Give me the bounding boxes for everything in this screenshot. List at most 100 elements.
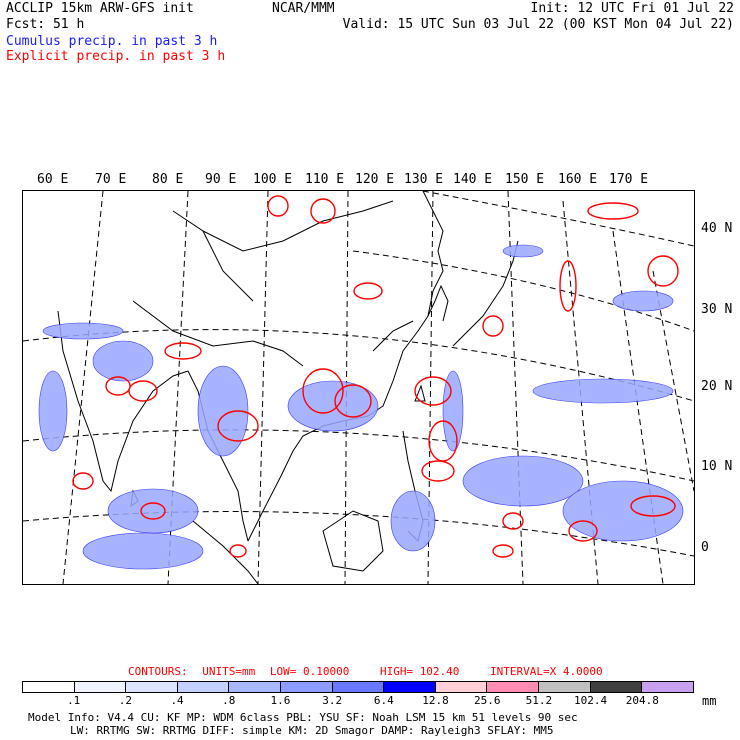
explicit-precip bbox=[72, 195, 679, 558]
colorbar-cell bbox=[435, 682, 488, 692]
meridian bbox=[344, 191, 349, 584]
borneo bbox=[322, 510, 384, 572]
cumulus-patch bbox=[562, 480, 684, 542]
colorbar-cell bbox=[177, 682, 230, 692]
border-2 bbox=[202, 200, 394, 252]
contour-interval: INTERVAL=X 4.0000 bbox=[490, 665, 603, 678]
meridian bbox=[427, 191, 434, 584]
lon-label: 90 E bbox=[205, 172, 237, 187]
colorbar-tick-label: .2 bbox=[118, 694, 132, 707]
lon-label: 120 E bbox=[355, 172, 395, 187]
parallel bbox=[352, 250, 694, 332]
colorbar-cell bbox=[23, 682, 75, 692]
cumulus-patch bbox=[92, 340, 154, 382]
colorbar-tick-label: 204.8 bbox=[625, 694, 659, 707]
explicit-cell bbox=[568, 520, 598, 542]
colorbar-cell bbox=[642, 682, 693, 692]
model-info-line1: Model Info: V4.4 CU: KF MP: WDM 6class P… bbox=[28, 711, 578, 724]
explicit-cell bbox=[310, 198, 336, 224]
colorbar-cell bbox=[384, 682, 436, 692]
explicit-cell bbox=[229, 544, 247, 558]
border-3 bbox=[172, 210, 254, 302]
explicit-cell bbox=[72, 472, 94, 490]
meridian bbox=[652, 270, 694, 492]
colorbar-cell bbox=[332, 682, 385, 692]
explicit-cell bbox=[630, 495, 676, 517]
forecast-hour: Fcst: 51 h bbox=[6, 17, 85, 32]
colorbar-unit: mm bbox=[702, 694, 717, 708]
lat-label: 0 bbox=[701, 540, 709, 555]
explicit-cell bbox=[334, 384, 372, 418]
explicit-cell bbox=[492, 544, 514, 558]
colorbar-tick-label: 51.2 bbox=[525, 694, 553, 707]
colorbar-tick-label: 3.2 bbox=[322, 694, 343, 707]
lat-label: 40 N bbox=[701, 221, 733, 236]
cumulus-patch bbox=[38, 370, 68, 452]
lat-label: 20 N bbox=[701, 379, 733, 394]
contour-low: LOW= 0.10000 bbox=[269, 665, 350, 678]
lat-label: 30 N bbox=[701, 302, 733, 317]
sumatra bbox=[192, 520, 259, 584]
lat-label: 10 N bbox=[701, 459, 733, 474]
lon-label: 70 E bbox=[95, 172, 127, 187]
cumulus-patch bbox=[532, 378, 674, 404]
colorbar-tick-label: .8 bbox=[222, 694, 236, 707]
meridian bbox=[257, 191, 269, 584]
lon-label: 160 E bbox=[558, 172, 598, 187]
cumulus-patch bbox=[462, 455, 584, 507]
run-title: ACCLIP 15km ARW-GFS init bbox=[6, 1, 194, 16]
explicit-cell bbox=[482, 315, 504, 337]
explicit-cell bbox=[302, 368, 344, 414]
lon-label: 140 E bbox=[453, 172, 493, 187]
valid-time: Valid: 15 UTC Sun 03 Jul 22 (00 KST Mon … bbox=[342, 17, 734, 32]
border-4 bbox=[372, 320, 414, 352]
contours-label: CONTOURS: bbox=[128, 665, 188, 678]
cumulus-legend: Cumulus precip. in past 3 h bbox=[6, 34, 218, 49]
parallel bbox=[422, 191, 694, 247]
korea bbox=[427, 284, 449, 322]
lon-label: 150 E bbox=[505, 172, 545, 187]
lon-label: 110 E bbox=[305, 172, 345, 187]
lon-label: 100 E bbox=[253, 172, 293, 187]
colorbar-cell bbox=[590, 682, 643, 692]
contour-info: CONTOURS: UNITS=mm LOW= 0.10000 HIGH= 10… bbox=[128, 666, 603, 678]
colorbar-cell bbox=[126, 682, 178, 692]
taiwan bbox=[414, 384, 426, 402]
lon-label: 130 E bbox=[404, 172, 444, 187]
china-coast bbox=[422, 191, 444, 292]
contour-high: HIGH= 102.40 bbox=[379, 665, 460, 678]
cumulus-patch bbox=[442, 370, 464, 452]
colorbar-cell bbox=[487, 682, 540, 692]
explicit-cell bbox=[140, 502, 166, 520]
model-info-line2: LW: RRTMG SW: RRTMG DIFF: simple KM: 2D … bbox=[70, 724, 554, 737]
meridian bbox=[62, 191, 104, 584]
contour-units: UNITS=mm bbox=[202, 665, 256, 678]
explicit-cell bbox=[587, 202, 639, 220]
lon-label: 60 E bbox=[37, 172, 69, 187]
lon-label: 80 E bbox=[152, 172, 184, 187]
colorbar-tick-label: .1 bbox=[67, 694, 81, 707]
parallel bbox=[23, 429, 694, 482]
colorbar-tick-label: 6.4 bbox=[373, 694, 394, 707]
precipitation-map bbox=[22, 190, 695, 585]
explicit-cell bbox=[128, 380, 158, 402]
explicit-cell bbox=[647, 255, 679, 287]
colorbar-tick-label: 102.4 bbox=[574, 694, 608, 707]
meridian bbox=[507, 191, 524, 584]
lon-label: 170 E bbox=[609, 172, 649, 187]
colorbar-tick-label: 1.6 bbox=[270, 694, 291, 707]
init-time: Init: 12 UTC Fri 01 Jul 22 bbox=[530, 1, 735, 16]
cumulus-patch bbox=[390, 490, 436, 552]
colorbar-tick-label: 12.8 bbox=[422, 694, 449, 707]
japan bbox=[452, 240, 519, 347]
explicit-cell bbox=[414, 376, 452, 406]
colorbar-tick-label: 25.6 bbox=[473, 694, 501, 707]
cumulus-patch bbox=[107, 488, 199, 534]
cumulus-patch bbox=[502, 244, 544, 258]
cumulus-precip bbox=[38, 244, 684, 570]
explicit-legend: Explicit precip. in past 3 h bbox=[6, 49, 226, 64]
india-coast bbox=[57, 310, 189, 493]
explicit-cell bbox=[353, 282, 383, 300]
cumulus-patch bbox=[287, 380, 379, 432]
explicit-cell bbox=[267, 195, 289, 217]
